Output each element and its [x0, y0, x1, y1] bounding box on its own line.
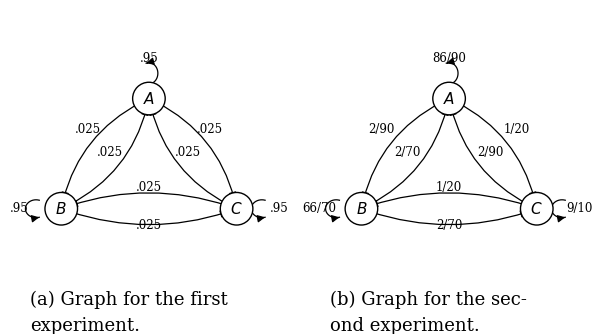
FancyArrowPatch shape: [370, 109, 448, 205]
FancyArrowPatch shape: [150, 109, 228, 205]
Text: 2/70: 2/70: [436, 218, 462, 231]
FancyArrowPatch shape: [157, 103, 236, 199]
Text: (a) Graph for the first: (a) Graph for the first: [30, 291, 227, 309]
FancyArrowPatch shape: [70, 211, 227, 225]
Text: .025: .025: [136, 218, 162, 231]
FancyArrowPatch shape: [370, 211, 527, 225]
Text: $\mathit{C}$: $\mathit{C}$: [530, 201, 543, 217]
Circle shape: [220, 192, 253, 225]
Text: $\mathit{A}$: $\mathit{A}$: [443, 91, 455, 107]
Text: experiment.: experiment.: [30, 317, 140, 334]
Text: .025: .025: [75, 123, 100, 136]
Text: .025: .025: [175, 146, 201, 159]
FancyArrowPatch shape: [450, 109, 529, 205]
Text: 2/70: 2/70: [395, 146, 421, 159]
Text: .95: .95: [139, 52, 158, 65]
Text: .025: .025: [136, 181, 162, 194]
Circle shape: [45, 192, 78, 225]
FancyArrowPatch shape: [362, 103, 441, 199]
Text: $\mathit{B}$: $\mathit{B}$: [356, 201, 367, 217]
Circle shape: [520, 192, 553, 225]
FancyArrowPatch shape: [69, 109, 148, 205]
FancyArrowPatch shape: [371, 193, 528, 206]
Text: $\mathit{B}$: $\mathit{B}$: [56, 201, 67, 217]
Text: .95: .95: [10, 202, 28, 215]
Text: 9/10: 9/10: [566, 202, 592, 215]
Text: 1/20: 1/20: [436, 181, 462, 194]
Text: 1/20: 1/20: [504, 123, 530, 136]
Text: (b) Graph for the sec-: (b) Graph for the sec-: [330, 291, 527, 309]
Text: 2/90: 2/90: [477, 146, 504, 159]
FancyArrowPatch shape: [71, 193, 228, 206]
FancyArrowPatch shape: [62, 103, 141, 199]
Circle shape: [133, 82, 165, 115]
Text: 2/90: 2/90: [368, 123, 395, 136]
Text: $\mathit{A}$: $\mathit{A}$: [143, 91, 155, 107]
Text: $\mathit{C}$: $\mathit{C}$: [230, 201, 243, 217]
Text: 66/70: 66/70: [302, 202, 336, 215]
Text: .95: .95: [270, 202, 288, 215]
Text: .025: .025: [197, 123, 223, 136]
Text: .025: .025: [97, 146, 123, 159]
Text: 86/90: 86/90: [432, 52, 466, 65]
Circle shape: [433, 82, 465, 115]
Text: ond experiment.: ond experiment.: [330, 317, 480, 334]
FancyArrowPatch shape: [457, 103, 536, 199]
Circle shape: [345, 192, 378, 225]
